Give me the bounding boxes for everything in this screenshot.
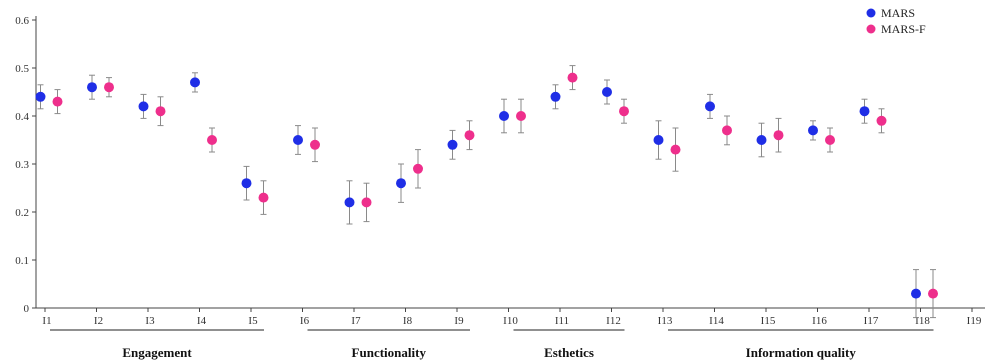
data-point-mars-f bbox=[516, 111, 526, 121]
y-tick-label: 0.3 bbox=[15, 159, 29, 171]
data-point-mars-f bbox=[413, 163, 423, 174]
x-tick-label: I13 bbox=[658, 315, 673, 327]
group-label: Information quality bbox=[746, 345, 857, 360]
data-point-mars bbox=[602, 87, 612, 97]
data-points bbox=[35, 72, 938, 299]
legend-marker bbox=[866, 24, 876, 34]
data-point-mars-f bbox=[464, 130, 475, 141]
error-bars bbox=[37, 65, 936, 319]
data-point-mars-f bbox=[155, 106, 166, 117]
x-axis: I1 I2 I3 I4 I5 I6 I7 I8 I9 I10 I11 I12 I13 I14 I15 I16 I… bbox=[36, 307, 985, 327]
x-tick-label: I6 bbox=[300, 315, 310, 327]
data-point-mars bbox=[808, 125, 818, 136]
x-tick-label: I15 bbox=[761, 315, 776, 327]
data-point-mars-f bbox=[619, 106, 629, 117]
data-point-mars bbox=[756, 135, 767, 145]
data-point-mars bbox=[35, 91, 46, 102]
data-point-mars-f bbox=[258, 192, 269, 203]
y-tick-label: 0.5 bbox=[15, 63, 29, 75]
legend-label: MARS-F bbox=[881, 22, 926, 36]
group-labels: Engagement Functionality Esthetics Informat… bbox=[50, 329, 934, 360]
x-tick-label: I18 bbox=[915, 315, 930, 327]
x-tick-label: I1 bbox=[42, 315, 51, 327]
legend-label: MARS bbox=[881, 6, 915, 20]
y-tick-label: 0.2 bbox=[15, 207, 29, 219]
data-point-mars bbox=[396, 178, 406, 189]
x-tick-label: I2 bbox=[94, 315, 103, 327]
x-tick-label: I8 bbox=[403, 315, 413, 327]
data-point-mars bbox=[911, 288, 921, 299]
x-tick-label: I11 bbox=[555, 315, 569, 327]
data-point-mars bbox=[550, 91, 561, 102]
data-point-mars bbox=[293, 135, 303, 145]
data-point-mars bbox=[241, 178, 252, 189]
data-point-mars bbox=[447, 139, 458, 150]
x-tick-label: I17 bbox=[864, 315, 879, 327]
x-tick-label: I19 bbox=[967, 315, 982, 327]
data-point-mars-f bbox=[876, 115, 887, 126]
data-point-mars bbox=[87, 82, 97, 93]
x-tick-label: I9 bbox=[454, 315, 464, 327]
data-point-mars bbox=[705, 101, 715, 112]
data-point-mars-f bbox=[207, 135, 217, 145]
data-point-mars-f bbox=[773, 130, 784, 141]
data-point-mars bbox=[190, 77, 200, 88]
data-point-mars bbox=[138, 101, 149, 112]
y-tick-label: 0.1 bbox=[15, 255, 29, 267]
legend-marker bbox=[866, 8, 876, 18]
data-point-mars bbox=[859, 106, 870, 117]
x-tick-label: I7 bbox=[351, 315, 361, 327]
x-tick-label: I12 bbox=[606, 315, 621, 327]
x-tick-label: I5 bbox=[248, 315, 258, 327]
data-point-mars-f bbox=[310, 139, 320, 150]
data-point-mars-f bbox=[52, 96, 63, 107]
data-point-mars bbox=[653, 135, 664, 145]
y-axis: 0 0.1 0.2 0.3 0.4 0.5 0.6 bbox=[15, 15, 37, 315]
group-label: Esthetics bbox=[544, 345, 594, 360]
y-tick-label: 0.4 bbox=[15, 111, 29, 123]
data-point-mars-f bbox=[567, 72, 578, 83]
x-tick-label: I14 bbox=[709, 315, 724, 327]
data-point-mars-f bbox=[928, 288, 938, 299]
x-tick-label: I10 bbox=[503, 315, 518, 327]
y-tick-label: 0.6 bbox=[15, 15, 29, 27]
data-point-mars-f bbox=[670, 144, 681, 155]
x-tick-label: I16 bbox=[812, 315, 827, 327]
data-point-mars-f bbox=[361, 197, 372, 208]
data-point-mars bbox=[344, 197, 355, 208]
y-tick-label: 0 bbox=[24, 303, 30, 315]
data-point-mars bbox=[499, 111, 509, 121]
x-tick-label: I4 bbox=[197, 315, 207, 327]
data-point-mars-f bbox=[825, 135, 835, 145]
data-point-mars-f bbox=[722, 125, 732, 136]
group-label: Engagement bbox=[122, 345, 192, 360]
group-label: Functionality bbox=[352, 345, 427, 360]
x-tick-label: I3 bbox=[145, 315, 155, 327]
legend: MARS MARS-F bbox=[866, 6, 926, 36]
data-point-mars-f bbox=[104, 82, 114, 93]
